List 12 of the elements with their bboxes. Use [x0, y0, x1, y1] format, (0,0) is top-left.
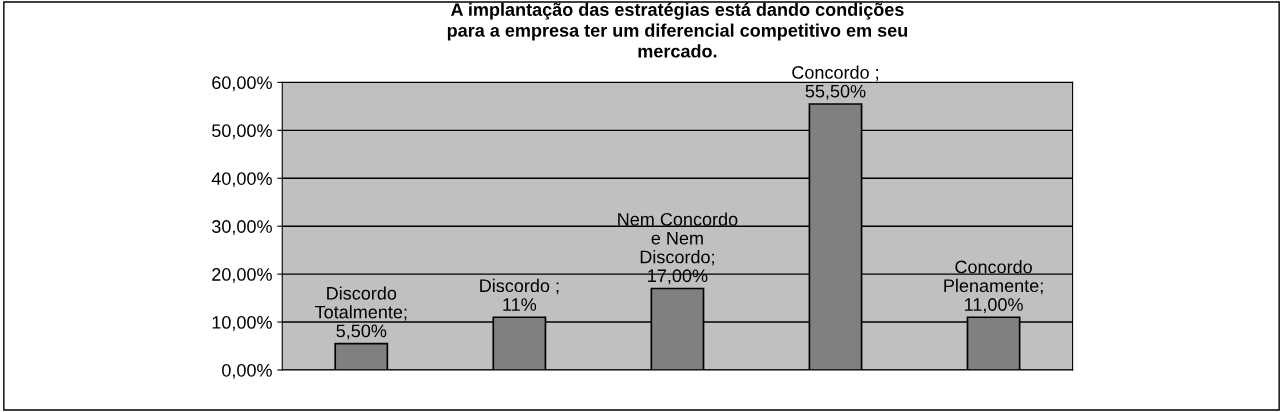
y-tick-label: 10,00%: [212, 315, 272, 331]
y-tick-label: 50,00%: [212, 124, 272, 140]
y-tick-label: 0,00%: [222, 363, 272, 379]
data-label: Concordo Plenamente; 11,00%: [944, 260, 1043, 314]
y-tick-label: 30,00%: [211, 220, 272, 236]
y-tick-label: 60,00%: [212, 76, 272, 92]
data-label: Discordo ; 11%: [480, 278, 559, 311]
data-label: Discordo Totalmente; 5,50%: [315, 286, 407, 340]
y-tick-label: 20,00%: [212, 268, 272, 283]
chart-title: A implantação das estratégias está dando condições para a empresa ter um diferencial competitivo em seu mercado.: [447, 2, 908, 58]
data-label: Concordo ; 55,50%: [792, 65, 879, 100]
y-tick-label: 40,00%: [211, 172, 272, 188]
